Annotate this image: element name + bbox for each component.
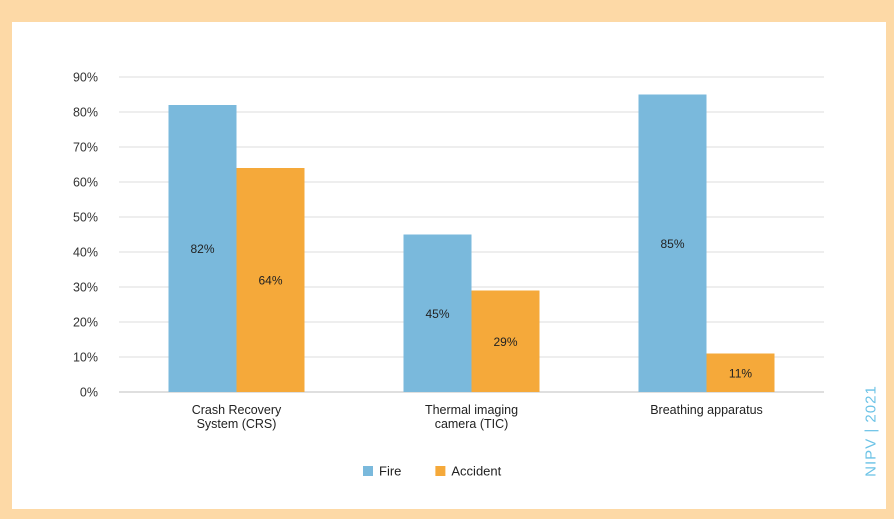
- legend: Fire Accident: [363, 464, 502, 479]
- watermark-text: NIPV | 2021: [862, 385, 880, 477]
- bar-chart: 0% 10% 20% 30% 40% 50% 60% 70% 80% 90% 82% 64% 45% 2…: [73, 71, 824, 479]
- y-axis: 0% 10% 20% 30% 40% 50% 60% 70% 80% 90%: [73, 71, 98, 400]
- y-tick-label: 80%: [73, 106, 98, 120]
- y-tick-label: 90%: [73, 71, 98, 85]
- y-tick-label: 30%: [73, 281, 98, 295]
- y-tick-label: 40%: [73, 246, 98, 260]
- y-tick-label: 10%: [73, 351, 98, 365]
- legend-label-accident: Accident: [451, 464, 501, 479]
- y-tick-label: 0%: [80, 386, 98, 400]
- data-label: 85%: [660, 237, 684, 251]
- x-tick-label: System (CRS): [197, 417, 277, 431]
- watermark: NIPV | 2021: [856, 22, 886, 509]
- chart-frame: 0% 10% 20% 30% 40% 50% 60% 70% 80% 90% 82% 64% 45% 2…: [12, 22, 886, 509]
- data-label: 64%: [258, 274, 282, 288]
- x-tick-label: camera (TIC): [435, 417, 509, 431]
- data-labels: 82% 64% 45% 29% 85% 11%: [190, 237, 752, 381]
- bar-fire: [168, 105, 237, 392]
- legend-swatch-fire: [363, 466, 373, 476]
- bar-accident: [706, 353, 775, 392]
- bar-fire: [403, 234, 472, 392]
- y-tick-label: 20%: [73, 316, 98, 330]
- bar-fire: [638, 94, 707, 392]
- legend-swatch-accident: [435, 466, 446, 476]
- y-tick-label: 60%: [73, 176, 98, 190]
- x-tick-label: Breathing apparatus: [650, 403, 763, 417]
- data-label: 11%: [729, 366, 752, 380]
- legend-label-fire: Fire: [379, 464, 401, 479]
- bar-accident: [236, 168, 305, 392]
- y-tick-label: 50%: [73, 211, 98, 225]
- data-label: 82%: [190, 242, 214, 256]
- data-label: 45%: [425, 307, 449, 321]
- y-tick-label: 70%: [73, 141, 98, 155]
- data-label: 29%: [493, 335, 517, 349]
- x-tick-label: Crash Recovery: [192, 403, 282, 417]
- bars: [168, 94, 775, 392]
- bar-accident: [471, 290, 540, 392]
- x-tick-label: Thermal imaging: [425, 403, 518, 417]
